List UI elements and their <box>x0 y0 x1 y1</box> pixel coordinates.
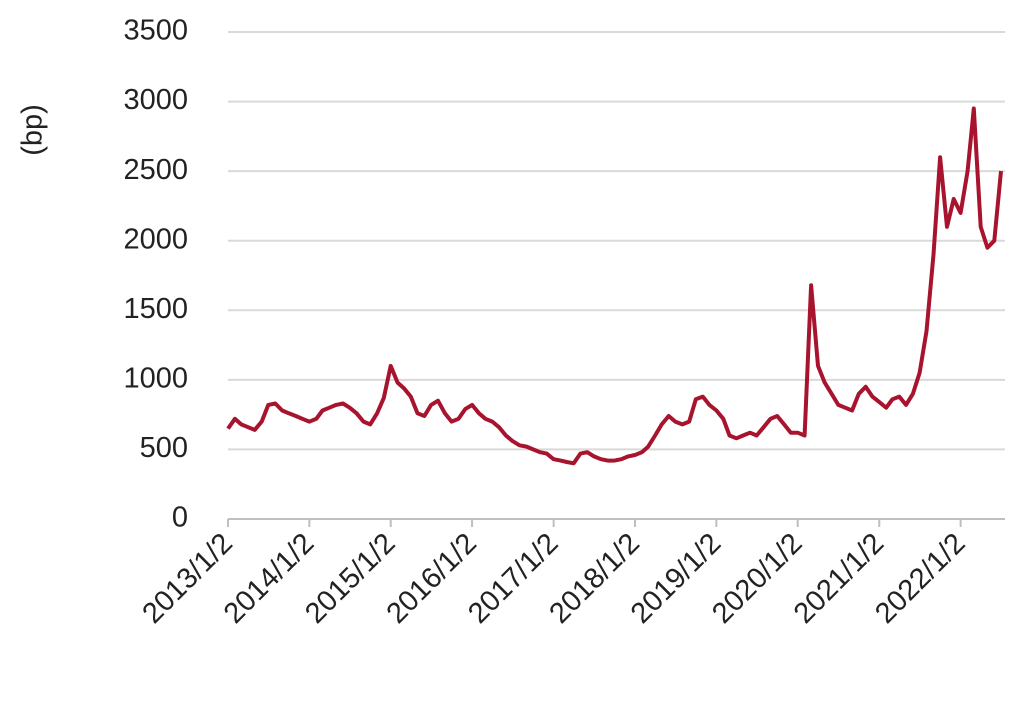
y-tick-label: 500 <box>140 432 188 464</box>
y-tick-label: 0 <box>172 502 188 534</box>
x-tick-label: 2016/1/2 <box>381 527 483 629</box>
y-tick-label: 2000 <box>123 223 188 255</box>
y-tick-label: 3500 <box>123 15 188 47</box>
y-tick-label: 2500 <box>123 154 188 186</box>
x-tick-label: 2013/1/2 <box>136 527 238 629</box>
y-tick-label: 1500 <box>123 293 188 325</box>
y-tick-label: 1000 <box>123 363 188 395</box>
x-tick-label: 2021/1/2 <box>788 527 890 629</box>
x-tick-label: 2020/1/2 <box>706 527 808 629</box>
x-tick-label: 2018/1/2 <box>543 527 645 629</box>
x-tick-label: 2017/1/2 <box>462 527 564 629</box>
x-tick-label: 2015/1/2 <box>299 527 401 629</box>
data-line <box>226 106 1003 466</box>
x-tick-label: 2022/1/2 <box>869 527 971 629</box>
x-tick-label: 2014/1/2 <box>218 527 320 629</box>
y-tick-label: 3000 <box>123 84 188 116</box>
x-tick-label: 2019/1/2 <box>625 527 727 629</box>
y-axis-label: (bp) <box>17 104 49 156</box>
